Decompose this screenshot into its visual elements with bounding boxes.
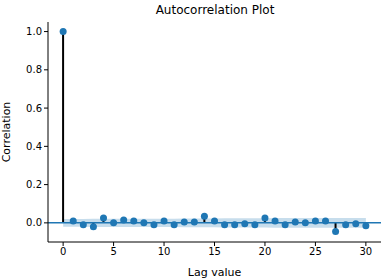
svg-text:5: 5: [110, 246, 116, 257]
svg-text:15: 15: [208, 246, 221, 257]
svg-text:25: 25: [309, 246, 322, 257]
svg-text:30: 30: [359, 246, 372, 257]
svg-text:1.0: 1.0: [26, 26, 42, 37]
svg-text:20: 20: [259, 246, 272, 257]
svg-text:0.6: 0.6: [26, 103, 42, 114]
svg-text:0: 0: [60, 246, 66, 257]
svg-text:Lag value: Lag value: [188, 266, 242, 278]
svg-text:0.8: 0.8: [26, 64, 42, 75]
svg-text:0.2: 0.2: [26, 179, 42, 190]
svg-text:10: 10: [158, 246, 171, 257]
svg-text:0.4: 0.4: [26, 141, 42, 152]
svg-text:Correlation: Correlation: [8, 102, 13, 163]
svg-text:0.0: 0.0: [26, 217, 42, 228]
html-text:Autocorrelation Plot: Autocorrelation Plot: [155, 3, 275, 17]
